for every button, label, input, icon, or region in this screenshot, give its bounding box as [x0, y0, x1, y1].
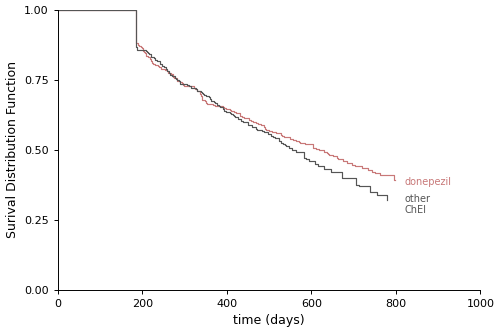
Text: donepezil: donepezil [404, 177, 452, 187]
Y-axis label: Surival Distribution Function: Surival Distribution Function [6, 61, 18, 238]
Text: other
ChEI: other ChEI [404, 193, 430, 215]
X-axis label: time (days): time (days) [234, 314, 305, 327]
